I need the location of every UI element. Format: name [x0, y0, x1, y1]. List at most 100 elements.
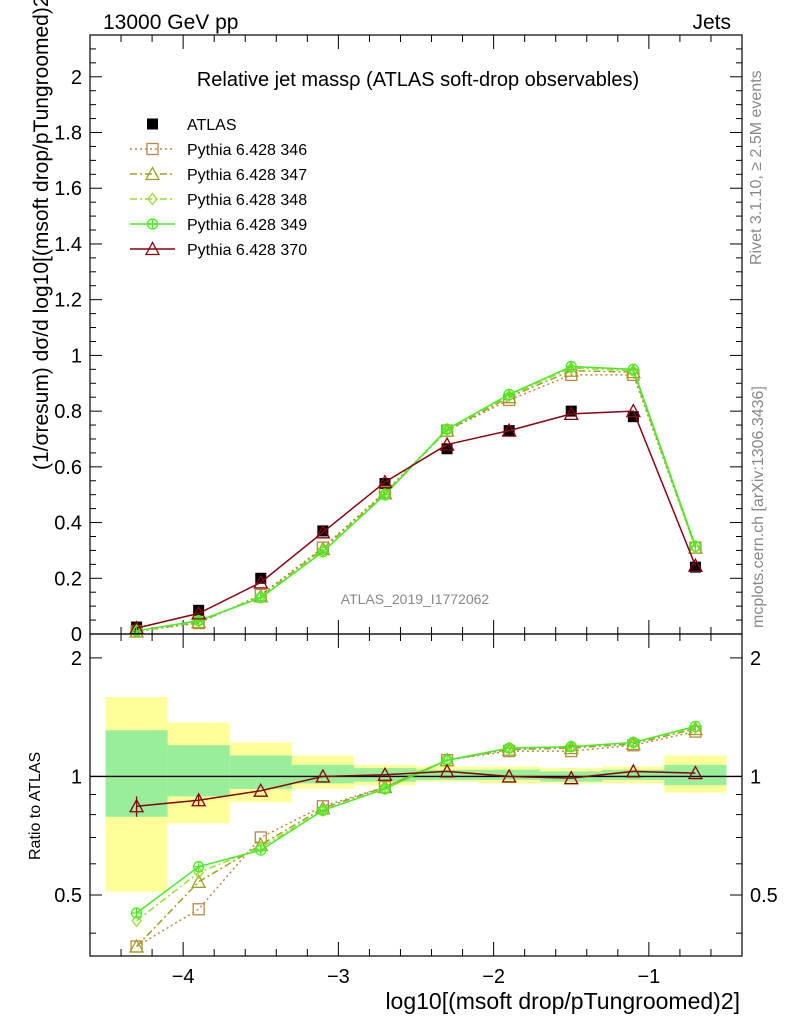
legend-label-0: ATLAS	[187, 117, 237, 134]
main-series-4	[130, 360, 702, 637]
ratio-series-3-point-0	[130, 907, 143, 919]
main-series-4-point-8	[627, 363, 639, 375]
ratio-y-tick-label-0: 0.5	[54, 885, 82, 907]
ratio-series-4-point-6	[501, 768, 517, 783]
analysis-watermark: ATLAS_2019_I1772062	[341, 591, 490, 607]
ratio-series-2-point-0	[131, 914, 142, 928]
ratio-band-inner-1	[167, 745, 230, 797]
legend-item-5: Pythia 6.428 370	[130, 241, 307, 259]
x-tick-label-2: −2	[482, 966, 505, 988]
main-series-0-point-7	[565, 405, 577, 417]
x-tick-label-3: −1	[637, 966, 660, 988]
legend-item-0: ATLAS	[147, 117, 237, 134]
ratio-series-3-point-4	[379, 783, 391, 795]
legend-label-3: Pythia 6.428 348	[187, 192, 307, 209]
ratio-band-inner-3	[291, 764, 354, 784]
main-series-0-point-1	[193, 604, 205, 616]
ratio-band-inner-8	[602, 769, 665, 780]
ratio-y-tick-label-right-1: 1	[750, 766, 761, 788]
main-series-0-point-5	[441, 443, 453, 455]
ratio-series-3-point-6	[503, 742, 515, 754]
ratio-series-4-line	[136, 770, 696, 808]
legend-label-1: Pythia 6.428 346	[187, 142, 307, 159]
chart-title: Relative jet massρ (ATLAS soft-drop obse…	[197, 69, 639, 91]
ratio-y-tick-label-right-0: 0.5	[750, 885, 778, 907]
ratio-series-1-point-1	[191, 873, 207, 888]
ratio-series-3-point-9	[689, 720, 702, 733]
ratio-series-3-point-8	[627, 736, 639, 749]
legend-item-3: Pythia 6.428 348	[130, 192, 307, 209]
legend-item-1: Pythia 6.428 346	[130, 142, 307, 159]
legend-label-2: Pythia 6.428 347	[187, 167, 307, 184]
ratio-series-4	[128, 763, 704, 817]
ratio-band-inner-5	[416, 769, 479, 780]
legend-marker-2	[144, 166, 161, 181]
ratio-series-4-point-0	[128, 798, 145, 813]
main-series-5-point-9	[687, 557, 704, 572]
main-series-4-point-4	[379, 489, 391, 501]
ratio-series-4-point-9	[687, 765, 704, 780]
main-series-0-point-4	[379, 478, 391, 490]
main-series-5-point-7	[563, 406, 579, 421]
ratio-series-4-point-2	[253, 782, 269, 797]
y-tick-label-2: 0.4	[54, 513, 82, 535]
y-tick-label-8: 1.6	[54, 178, 82, 200]
x-tick-label-1: −3	[327, 966, 350, 988]
main-series-5-point-8	[625, 403, 641, 418]
ratio-series-0-point-1	[192, 903, 205, 916]
y-tick-label-6: 1.2	[54, 290, 82, 312]
main-series-5-point-5	[439, 436, 455, 451]
header-left: 13000 GeV pp	[103, 11, 238, 34]
ratio-y-tick-label-2: 2	[71, 648, 82, 670]
ratio-series-3-point-3	[317, 804, 329, 817]
main-series-0-point-2	[255, 572, 267, 584]
ratio-series-4-point-8	[625, 763, 641, 778]
y-tick-label-3: 0.6	[54, 457, 82, 479]
y-tick-label-10: 2	[71, 67, 82, 89]
main-series-5-point-1	[191, 605, 207, 620]
ratio-series-4-point-7	[563, 770, 579, 785]
legend-item-2: Pythia 6.428 347	[130, 166, 307, 184]
mcplots-label: mcplots.cern.ch [arXiv:1306.3436]	[750, 386, 767, 628]
legend: ATLAS Pythia 6.428 346 Pythia 6.428 347 Pyt…	[130, 117, 307, 259]
main-series-4-point-6	[503, 388, 515, 401]
x-tick-label-0: −4	[172, 966, 195, 988]
main-series-4-point-1	[193, 614, 205, 627]
main-series-4-point-3	[317, 546, 329, 558]
main-series-4-point-2	[255, 592, 267, 604]
y-tick-label-4: 0.8	[54, 401, 82, 423]
ratio-series-4-point-4	[377, 766, 393, 781]
y-tick-label-1: 0.2	[54, 568, 82, 590]
main-panel: 0 0.2 0.4 0.6 0.8 1 1.2 1.4 1.6 1.8 2	[54, 34, 743, 646]
header-right: Jets	[692, 11, 731, 34]
ratio-series-4-point-1	[191, 792, 207, 807]
ratio-series-4-point-5	[439, 763, 455, 778]
legend-marker-1	[146, 142, 159, 156]
ratio-series-3-point-2	[255, 844, 267, 856]
legend-label-4: Pythia 6.428 349	[187, 217, 307, 234]
x-axis-label: log10[(msoft drop/pTungroomed)2]	[385, 988, 740, 1014]
ratio-series-3-point-1	[193, 861, 205, 873]
legend-marker-5	[144, 241, 161, 256]
ratio-panel: 0.5 0.5 1 1 2 2 −4 −3 −2 −1	[54, 633, 778, 988]
ratio-series-3	[130, 720, 702, 919]
legend-marker-3	[147, 192, 158, 206]
legend-label-5: Pythia 6.428 370	[187, 242, 307, 259]
main-series-5-line	[136, 410, 697, 629]
legend-marker-4	[146, 218, 159, 230]
ratio-series-3-line	[136, 725, 696, 914]
ratio-series-4-point-3	[315, 768, 331, 783]
main-series-4-point-5	[441, 423, 453, 435]
ratio-panel-frame	[89, 633, 743, 957]
main-series-4-point-7	[565, 360, 577, 373]
ratio-y-tick-label-right-2: 2	[750, 648, 761, 670]
ratio-band-inner-6	[478, 769, 541, 780]
main-series-5-point-3	[315, 524, 331, 539]
ratio-y-axis-label: Ratio to ATLAS	[27, 752, 44, 860]
ratio-series-1-point-0	[128, 938, 145, 953]
ratio-band-inner-9	[664, 764, 727, 786]
main-series-5-point-4	[377, 474, 393, 489]
rivet-label: Rivet 3.1.10, ≥ 2.5M events	[748, 70, 765, 265]
ratio-y-tick-label-1: 1	[71, 766, 82, 788]
